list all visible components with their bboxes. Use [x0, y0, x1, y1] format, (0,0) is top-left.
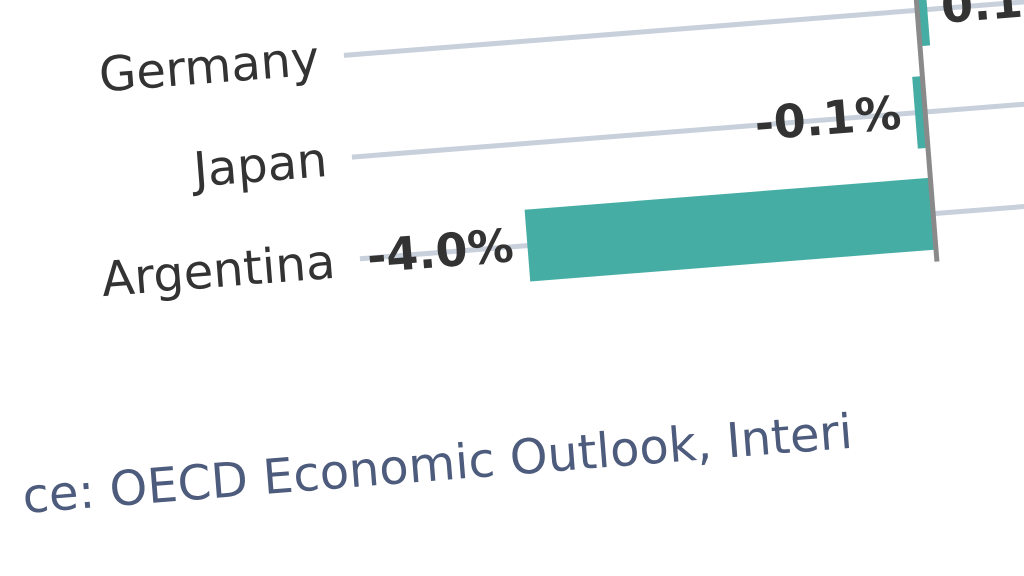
category-label: Argentina [99, 234, 337, 308]
value-label: 0.1 [939, 0, 1024, 34]
bar [912, 76, 928, 149]
bar [914, 0, 931, 47]
value-label: -4.0% [365, 218, 515, 283]
bar [524, 177, 936, 282]
zero-axis [910, 0, 940, 262]
source-note: ce: OECD Economic Outlook, Interi [20, 404, 854, 525]
value-label: -0.1% [753, 85, 903, 150]
category-label: Japan [188, 132, 329, 199]
row-guide [343, 0, 1024, 58]
row-guide [351, 94, 1024, 160]
category-label: Germany [97, 30, 321, 103]
bars [524, 0, 936, 282]
chart-area: Germany 0.1 Japan -0.1% Argentina -4.0% ce: O… [20, 0, 1024, 525]
